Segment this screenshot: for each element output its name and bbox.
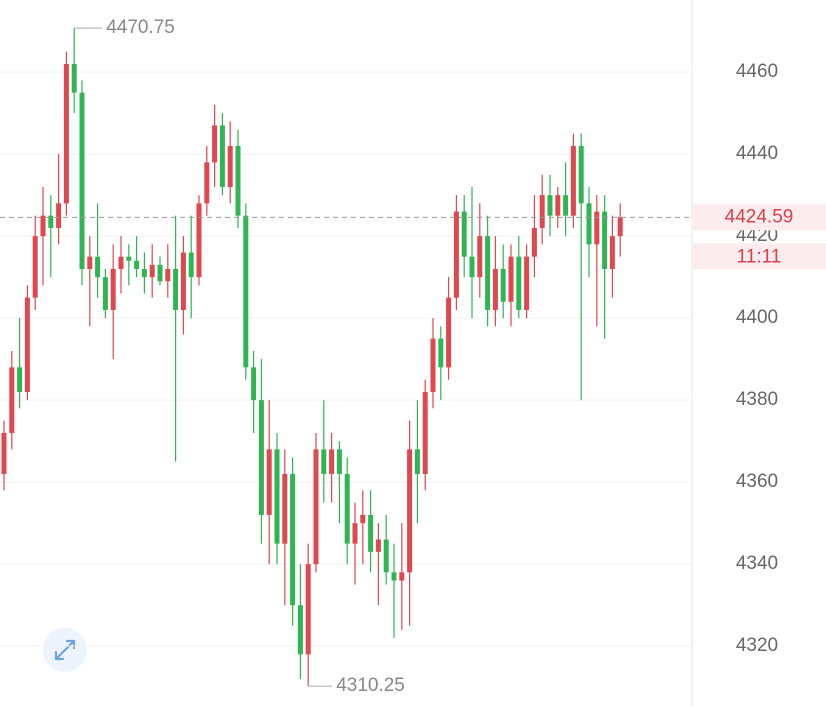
countdown: 11:11 [737, 246, 782, 267]
candle-body [516, 256, 522, 310]
y-tick-label: 4420 [736, 225, 778, 246]
candle-body [165, 268, 171, 282]
candle-body [48, 215, 54, 228]
candle-body [196, 203, 202, 278]
countdown-box [693, 243, 826, 270]
candle-body [524, 256, 530, 310]
candle-body [344, 473, 350, 544]
candle-body [578, 145, 584, 204]
candle-body [40, 215, 46, 237]
candle-body [297, 605, 303, 655]
candle-body [422, 391, 428, 474]
candle-body [329, 449, 335, 474]
min-label: 4310.25 [336, 675, 405, 696]
candle-body [305, 564, 311, 655]
candle-body [9, 367, 15, 433]
candle-body [469, 256, 475, 278]
y-tick-label: 4380 [736, 389, 778, 410]
candle-body [617, 217, 623, 237]
candle-body [391, 572, 397, 581]
grid [0, 71, 692, 647]
candle-body [118, 256, 124, 269]
candle-body [141, 268, 147, 278]
y-tick-label: 4320 [736, 635, 778, 656]
candle-body [609, 236, 615, 269]
candle-body [71, 63, 77, 93]
candle-body [531, 227, 537, 257]
y-tick-label: 4440 [736, 143, 778, 164]
candle-body [227, 145, 233, 187]
candle-body [79, 92, 85, 269]
candle-body [430, 338, 436, 392]
candle-body [157, 264, 163, 282]
candle-body [547, 195, 553, 216]
candle-body [258, 400, 264, 515]
candle-body [313, 449, 319, 565]
candle-body [188, 252, 194, 278]
candle-body [492, 268, 498, 310]
candle-body [407, 449, 413, 573]
candle-body [173, 268, 179, 310]
candle-body [602, 211, 608, 269]
candle-body [399, 572, 405, 581]
candle-body [17, 367, 23, 392]
candle-body [274, 449, 280, 544]
candle-body [321, 449, 327, 474]
candle-body [126, 256, 132, 261]
candle-body [586, 203, 592, 245]
candle-body [508, 256, 514, 302]
candle-body [485, 236, 491, 310]
candle-body [375, 539, 381, 552]
candle-body [336, 449, 342, 474]
candle-body [235, 145, 241, 216]
candle-body [243, 215, 249, 368]
candle-body [32, 236, 38, 298]
candle-body [149, 264, 155, 278]
candle-body [453, 211, 459, 298]
candle-body [555, 195, 561, 216]
candle-body [56, 203, 62, 228]
candle-body [212, 125, 218, 163]
expand-button[interactable] [43, 628, 87, 672]
candle-body [266, 449, 272, 515]
price-box [693, 204, 826, 231]
y-tick-label: 4400 [736, 307, 778, 328]
candle-body [563, 195, 569, 216]
y-tick-label: 4340 [736, 553, 778, 574]
candle-body [63, 63, 69, 204]
y-tick-label: 4460 [736, 61, 778, 82]
candle-body [24, 297, 30, 392]
candle-body [282, 473, 288, 544]
y-tick-label: 4360 [736, 471, 778, 492]
candle-body [134, 260, 140, 269]
candle-body [438, 338, 444, 368]
expand-icon [54, 639, 76, 661]
candle-body [360, 514, 366, 524]
candle-body [1, 432, 7, 474]
max-label: 4470.75 [106, 17, 175, 38]
candle-body [446, 297, 452, 368]
candle-body [500, 268, 506, 302]
candle-body [251, 367, 257, 401]
candle-body [461, 211, 467, 257]
candle-body [102, 277, 108, 310]
candle-body [383, 539, 389, 573]
candle-body [219, 125, 225, 187]
candle-body [87, 256, 93, 269]
candle-body [110, 268, 116, 310]
candle-body [594, 211, 600, 245]
candle-body [570, 145, 576, 216]
candle-body [180, 252, 186, 310]
candle-body [477, 236, 483, 278]
candle-body [414, 449, 420, 474]
candle-body [352, 523, 358, 544]
candle-body [290, 473, 296, 606]
candle-body [368, 514, 374, 552]
candle-body [539, 195, 545, 228]
last-price-label: 4424.59 [725, 206, 794, 227]
candle-body [204, 162, 210, 204]
candle-body [95, 256, 101, 278]
